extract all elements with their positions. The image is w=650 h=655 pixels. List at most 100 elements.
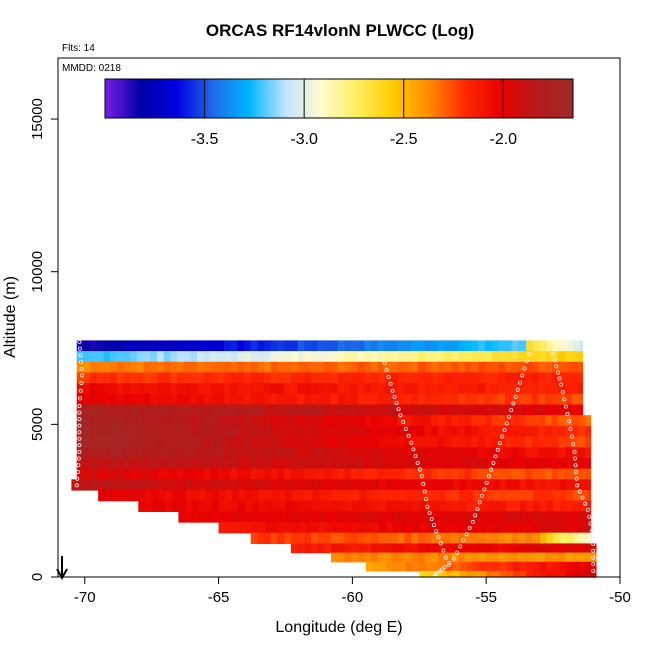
heatmap-cell <box>545 361 553 374</box>
heatmap-cell <box>318 489 327 502</box>
heatmap-cell <box>431 351 439 363</box>
heatmap-cell <box>419 479 427 491</box>
heatmap-cell <box>397 361 406 374</box>
heatmap-cell <box>110 351 118 363</box>
heatmap-cell <box>371 393 379 406</box>
heatmap-cell <box>384 393 392 406</box>
heatmap-cell <box>471 383 479 395</box>
heatmap-cell <box>231 500 240 512</box>
heatmap-cell <box>270 372 279 384</box>
heatmap-cell <box>417 457 426 470</box>
heatmap-cell <box>444 404 452 416</box>
heatmap-cell <box>518 457 526 470</box>
heatmap-cell <box>90 447 98 459</box>
heatmap-cell <box>158 479 166 491</box>
heatmap-cell <box>498 457 506 470</box>
heatmap-cell <box>571 468 580 480</box>
flight-track-point <box>498 441 503 446</box>
heatmap-cell <box>96 351 105 363</box>
heatmap-cell <box>417 425 426 438</box>
heatmap-cell <box>438 383 446 395</box>
heatmap-cell <box>203 372 212 384</box>
heatmap-cell <box>479 561 487 572</box>
heatmap-cell <box>351 361 359 374</box>
heatmap-cell <box>518 393 526 406</box>
heatmap-cell <box>317 404 325 416</box>
heatmap-cell <box>459 561 467 572</box>
heatmap-cell <box>357 447 366 459</box>
heatmap-cell <box>484 415 493 427</box>
heatmap-cell <box>198 489 206 502</box>
flight-track-point <box>477 500 482 505</box>
heatmap-cell <box>438 457 446 470</box>
flight-track-point <box>491 461 496 466</box>
heatmap-cell <box>337 340 345 352</box>
heatmap-cell <box>210 436 218 448</box>
heatmap-cell <box>579 500 588 512</box>
heatmap-cell <box>471 543 479 554</box>
heatmap-cell <box>157 361 165 374</box>
heatmap-cell <box>317 468 325 480</box>
heatmap-cell <box>304 404 312 416</box>
heatmap-cell <box>277 447 285 459</box>
heatmap-cell <box>317 532 325 545</box>
heatmap-cell <box>464 447 473 459</box>
heatmap-cell <box>526 500 534 512</box>
heatmap-cell <box>498 361 506 374</box>
heatmap-cell <box>357 532 366 545</box>
heatmap-cell <box>265 511 273 523</box>
heatmap-cell <box>170 415 178 427</box>
flight-track-point <box>524 359 529 364</box>
heatmap-cell <box>446 561 454 572</box>
heatmap-cell <box>385 522 394 534</box>
heatmap-cell <box>518 552 526 563</box>
heatmap-cell <box>136 361 145 374</box>
heatmap-cell <box>586 532 592 545</box>
heatmap-cell <box>183 425 192 438</box>
heatmap-cell <box>459 570 467 578</box>
heatmap-cell <box>203 383 212 395</box>
heatmap-cell <box>545 436 553 448</box>
heatmap-cell <box>578 552 586 563</box>
heatmap-cell <box>511 340 519 352</box>
heatmap-cell <box>478 457 486 470</box>
heatmap-cell <box>431 361 439 374</box>
heatmap-cell <box>464 532 473 545</box>
heatmap-cell <box>586 479 592 491</box>
heatmap-cell <box>163 393 171 406</box>
heatmap-cell <box>565 361 573 374</box>
heatmap-cell <box>439 500 447 512</box>
heatmap-cell <box>177 351 185 363</box>
heatmap-cell <box>257 340 265 352</box>
heatmap-cell <box>431 425 439 438</box>
heatmap-cell <box>344 404 352 416</box>
heatmap-cell <box>538 457 546 470</box>
heatmap-cell <box>458 361 466 374</box>
heatmap-cell <box>506 489 514 502</box>
flight-track-point <box>77 346 82 351</box>
heatmap-cell <box>464 393 473 406</box>
heatmap-cell <box>284 372 292 384</box>
flight-track-point <box>573 456 578 461</box>
heatmap-cell <box>304 351 312 363</box>
heatmap-cell <box>136 436 145 448</box>
heatmap-cell <box>471 425 479 438</box>
heatmap-cell <box>458 415 466 427</box>
heatmap-cell <box>225 500 233 512</box>
heatmap-cell <box>484 361 493 374</box>
heatmap-cell <box>451 425 459 438</box>
heatmap-cell <box>551 383 560 395</box>
heatmap-cell <box>459 511 467 523</box>
heatmap-cell <box>578 393 584 406</box>
flight-track-point <box>591 542 596 547</box>
flight-track-point <box>502 427 507 432</box>
heatmap-cell <box>492 522 501 534</box>
heatmap-cell <box>364 351 372 363</box>
heatmap-cell <box>317 340 325 352</box>
heatmap-cell <box>130 425 138 438</box>
heatmap-cell <box>278 511 287 523</box>
heatmap-cell <box>444 340 452 352</box>
heatmap-cell <box>257 351 265 363</box>
flight-track-point <box>452 556 457 561</box>
heatmap-cell <box>76 436 85 448</box>
